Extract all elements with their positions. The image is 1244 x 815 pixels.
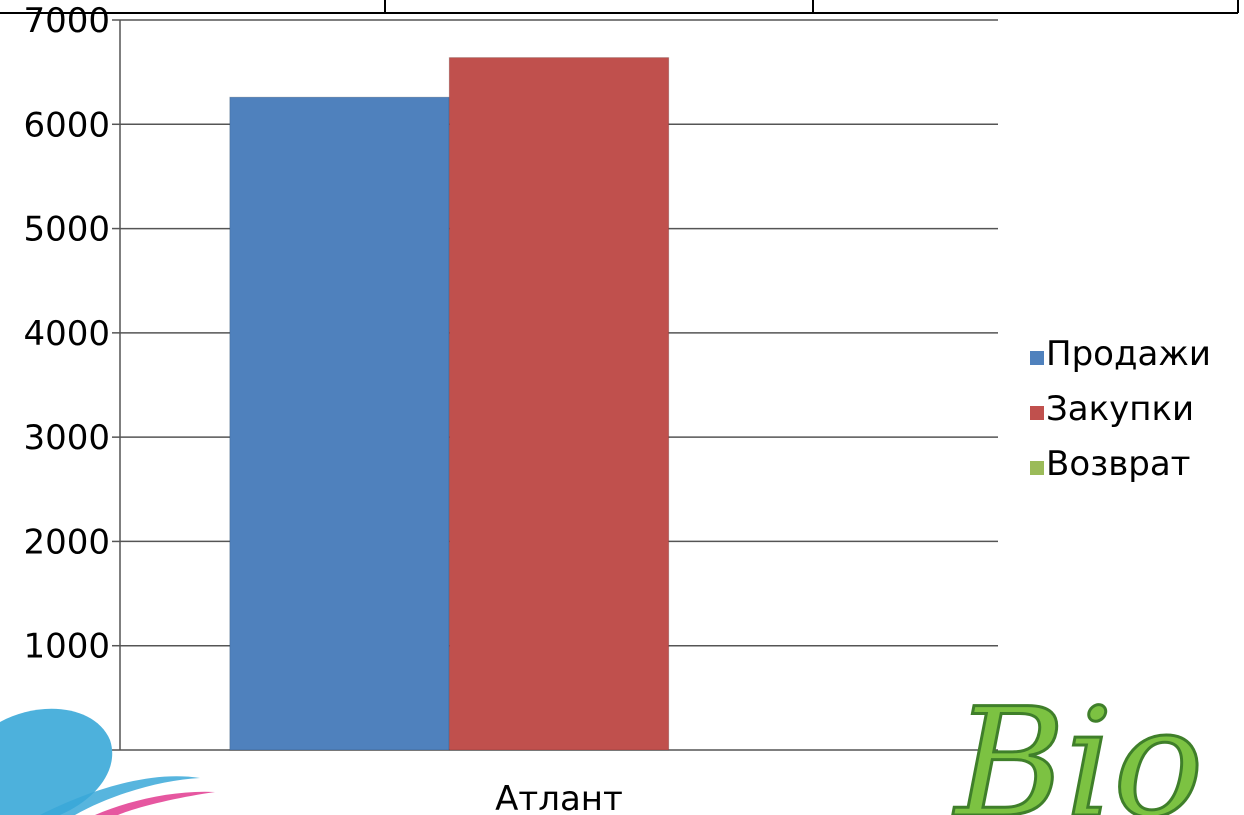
bio-logo: Bio xyxy=(951,676,1206,815)
y-tick-label: 6000 xyxy=(23,105,110,145)
legend: Продажи Закупки Возврат xyxy=(1030,334,1211,484)
legend-label: Продажи xyxy=(1046,334,1211,374)
y-tick-label: 1000 xyxy=(23,627,110,667)
bar-2 xyxy=(448,57,670,751)
y-tick-labels: 1000 2000 3000 4000 5000 6000 7000 xyxy=(23,1,110,667)
legend-label: Возврат xyxy=(1046,444,1190,484)
y-tick-label: 5000 xyxy=(23,210,110,250)
legend-label: Закупки xyxy=(1046,389,1194,429)
bio-logo-text: Bio xyxy=(952,677,1204,815)
legend-swatch xyxy=(1030,406,1044,420)
x-category-labels: Атлант xyxy=(495,779,623,815)
legend-swatch xyxy=(1030,461,1044,475)
y-tick-label: 4000 xyxy=(23,314,110,354)
x-category-label: Атлант xyxy=(495,779,623,815)
top-table-fragment xyxy=(0,0,1239,14)
bar-1 xyxy=(229,96,450,751)
bars xyxy=(229,57,670,751)
y-tick-label: 3000 xyxy=(23,418,110,458)
swoosh-logo-icon xyxy=(0,708,215,815)
legend-swatch xyxy=(1030,351,1044,365)
y-tick-label: 7000 xyxy=(23,1,110,41)
y-tick-label: 2000 xyxy=(23,522,110,562)
